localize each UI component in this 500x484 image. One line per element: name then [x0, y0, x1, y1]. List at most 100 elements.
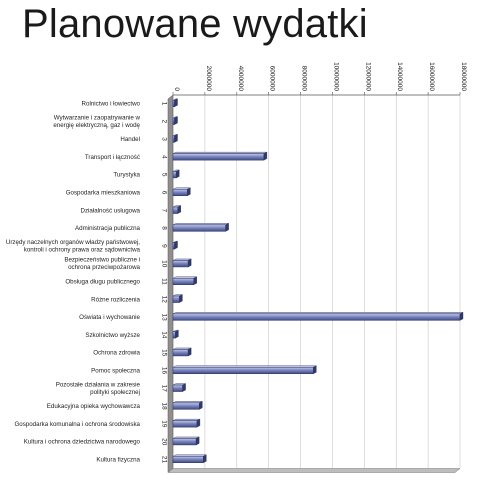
- bar-end-face: [182, 383, 186, 392]
- category-label: Turystyka: [113, 172, 140, 179]
- bar-end-face: [175, 169, 180, 179]
- category-label: Transport i łączność: [85, 154, 140, 161]
- bar-front-face: [172, 206, 179, 214]
- x-tick-label: 2000000: [205, 66, 212, 92]
- bar: [172, 169, 180, 179]
- bar-end-face: [177, 205, 181, 214]
- bars: [172, 98, 464, 464]
- category-label: Rolnictwo i łowiectwo: [82, 101, 141, 108]
- category-label: Oświata i wychowanie: [79, 314, 140, 321]
- x-tick-label: 8000000: [301, 66, 308, 92]
- bar-end-face: [174, 98, 178, 108]
- bar-end-face: [187, 347, 192, 357]
- bar-front-face: [172, 278, 194, 285]
- bar-front-face: [172, 438, 197, 446]
- bar: [172, 151, 268, 161]
- category-index-label: 6: [160, 191, 167, 195]
- category-index-label: 3: [160, 137, 167, 141]
- bar-front-face: [172, 420, 198, 428]
- bar: [172, 258, 192, 268]
- bar: [172, 365, 317, 375]
- category-label: Działalność usługowa: [80, 207, 140, 214]
- bar: [172, 418, 201, 428]
- bar-front-face: [172, 402, 200, 410]
- category-index-label: 20: [160, 438, 167, 446]
- x-tick-label: 14000000: [396, 62, 403, 91]
- bar: [172, 205, 181, 214]
- bar: [172, 294, 183, 303]
- category-index-label: 4: [160, 155, 167, 159]
- bar: [172, 312, 464, 321]
- x-tick-label: 10000000: [332, 62, 339, 91]
- bar-end-face: [196, 418, 201, 428]
- x-tick-labels: 0 2000000 4000000 6000000 8000000 10000000 120…: [173, 62, 467, 91]
- bar-front-face: [172, 153, 265, 161]
- bar: [172, 329, 179, 339]
- bar-front-face: [172, 313, 461, 321]
- category-labels: Rolnictwo i łowiectwo Wytwarzanie i zaopa…: [6, 101, 141, 464]
- x-tick-label: 4000000: [237, 66, 244, 92]
- bar: [172, 276, 197, 286]
- bar: [172, 223, 229, 232]
- bar-front-face: [172, 260, 189, 268]
- bar: [172, 116, 178, 125]
- category-label: Szkolnictwo wyższe: [85, 332, 140, 339]
- bar-front-face: [172, 456, 204, 463]
- bar-end-face: [199, 401, 203, 410]
- x-tick-label: 16000000: [428, 62, 435, 91]
- category-index-label: 2: [160, 119, 167, 123]
- bar-front-face: [172, 242, 175, 250]
- bar-end-face: [174, 240, 178, 250]
- bar-front-face: [172, 100, 175, 107]
- category-label: Handel: [120, 136, 140, 143]
- bar: [172, 187, 191, 197]
- category-index-label: 17: [160, 385, 167, 393]
- category-label: Gospodarka komunalna i ochrona środowisk…: [14, 421, 140, 428]
- bar-front-face: [172, 171, 177, 179]
- x-tick-label: 12000000: [364, 62, 371, 91]
- category-index-label: 15: [160, 349, 167, 357]
- bar-front-face: [172, 384, 183, 392]
- bar-front-face: [172, 135, 175, 143]
- bar-end-face: [174, 116, 178, 125]
- category-index-label: 21: [160, 456, 167, 464]
- bar-end-face: [195, 436, 200, 446]
- bar: [172, 240, 178, 250]
- bar-end-face: [187, 258, 192, 268]
- bar-front-face: [172, 367, 314, 374]
- bar-front-face: [172, 349, 189, 357]
- category-index-label: 16: [160, 367, 167, 375]
- category-index-label: 5: [160, 173, 167, 177]
- category-label: Obsługa długu publicznego: [65, 279, 140, 286]
- category-label: Pomoc społeczna: [91, 368, 140, 375]
- category-label: Administracja publiczna: [75, 225, 141, 232]
- category-label: Kultura i ochrona dziedzictwa narodowego: [24, 439, 141, 446]
- category-index-label: 7: [160, 208, 167, 212]
- bar: [172, 347, 192, 357]
- bar-end-face: [459, 312, 464, 321]
- category-index-label: 14: [160, 331, 167, 339]
- bar-end-face: [263, 151, 268, 161]
- x-tick-label: 0: [173, 87, 180, 91]
- category-index-label: 12: [160, 296, 167, 304]
- x-tick-label: 18000000: [460, 62, 467, 91]
- bar: [172, 383, 186, 392]
- category-label: Gospodarka mieszkaniowa: [66, 190, 141, 197]
- bar-front-face: [172, 189, 188, 196]
- category-label: Wytwarzanie i zaopatrywanie w energię ele…: [53, 114, 140, 129]
- y-axis-wall: [167, 94, 174, 474]
- category-index-label: 13: [160, 313, 167, 321]
- category-label: Bezpieczeństwo publiczne i ochrona przeci…: [64, 257, 140, 272]
- category-label: Różne rozliczenia: [91, 296, 140, 303]
- bar: [172, 134, 178, 143]
- bar: [172, 401, 203, 410]
- bar-front-face: [172, 331, 176, 339]
- category-index-label: 19: [160, 420, 167, 428]
- category-label: Edukacyjna opieka wychowawcza: [47, 403, 141, 410]
- category-index-label: 9: [160, 244, 167, 248]
- bar: [172, 454, 207, 464]
- bar-end-face: [225, 223, 229, 232]
- bar-end-face: [175, 329, 179, 339]
